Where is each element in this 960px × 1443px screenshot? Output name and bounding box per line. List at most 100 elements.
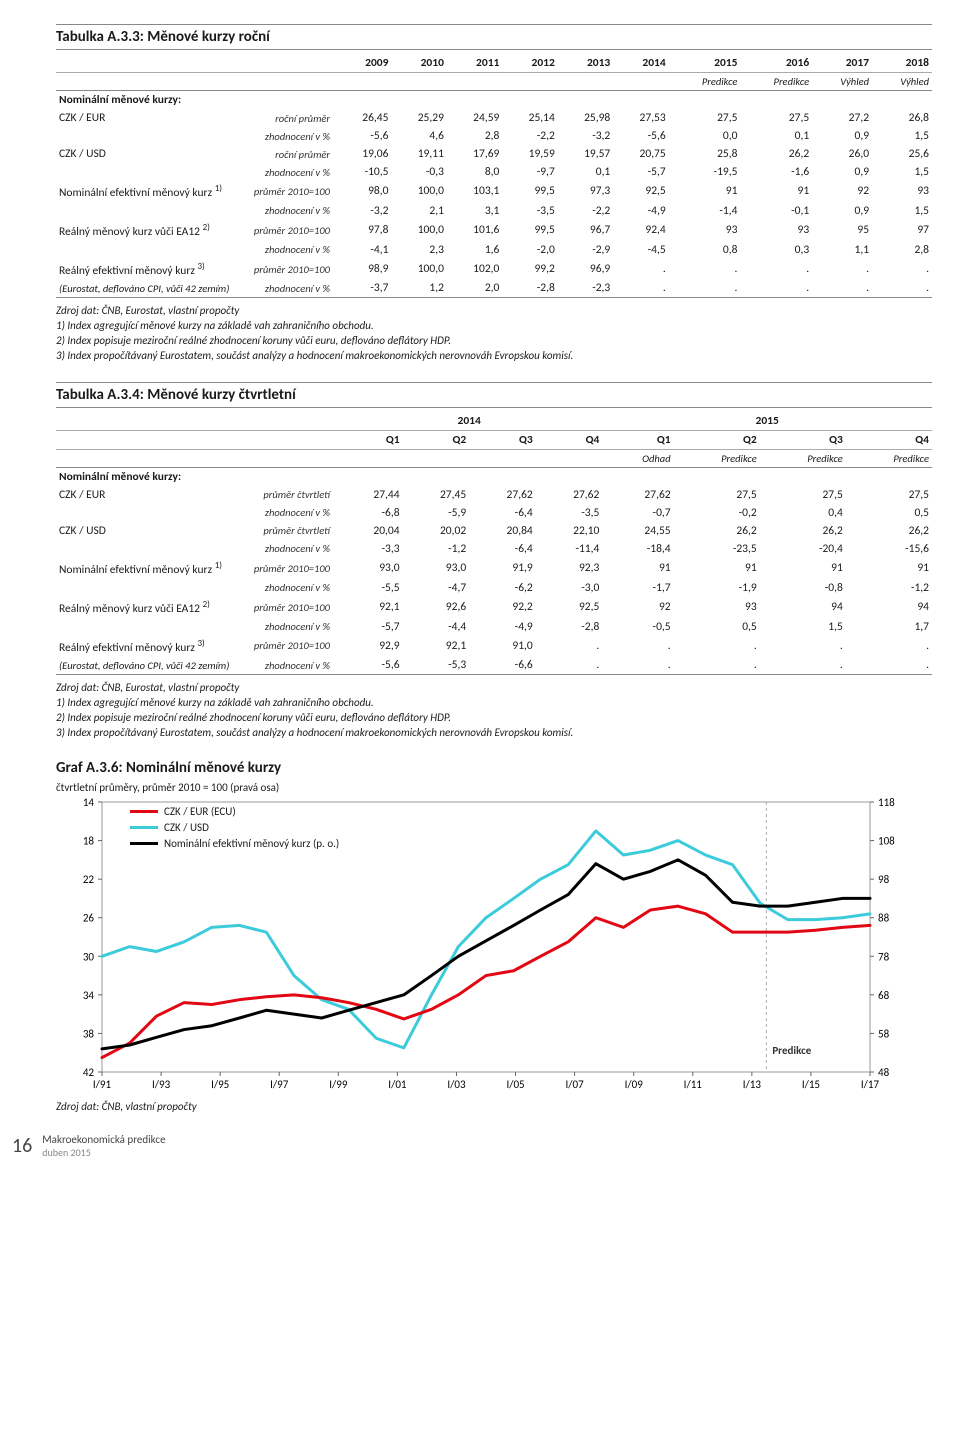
- data-cell: 1,1: [812, 241, 872, 259]
- data-cell: 1,6: [447, 241, 502, 259]
- data-cell: 0,5: [674, 618, 760, 636]
- col-subhead: Predikce: [846, 449, 932, 467]
- data-cell: 98,9: [336, 259, 391, 280]
- col-year: 2013: [558, 54, 613, 73]
- row-unit: zhodnocení v %: [246, 127, 336, 145]
- col-quarter: Q1: [602, 430, 673, 449]
- x-tick: I/95: [211, 1078, 229, 1091]
- data-cell: 27,62: [469, 486, 536, 504]
- row-unit: roční průměr: [246, 109, 336, 127]
- data-cell: -9,7: [502, 163, 557, 181]
- row-label: (Eurostat, deflováno CPI, vůči 42 zemím): [56, 656, 246, 675]
- data-cell: 0,1: [740, 127, 812, 145]
- data-cell: 1,5: [872, 202, 932, 220]
- data-cell: 25,29: [391, 109, 446, 127]
- data-cell: 24,59: [447, 109, 502, 127]
- data-cell: 0,3: [740, 241, 812, 259]
- data-cell: 93,0: [336, 558, 403, 579]
- data-cell: -5,6: [613, 127, 668, 145]
- data-cell: 93: [674, 597, 760, 618]
- page-footer: 16 Makroekonomická predikce duben 2015: [12, 1133, 932, 1159]
- data-cell: .: [846, 656, 932, 675]
- data-cell: .: [740, 259, 812, 280]
- data-cell: 91: [602, 558, 673, 579]
- data-cell: 27,45: [403, 486, 470, 504]
- col-year: 2010: [391, 54, 446, 73]
- data-cell: 100,0: [391, 259, 446, 280]
- data-cell: 27,5: [669, 109, 741, 127]
- data-cell: -4,4: [403, 618, 470, 636]
- row-unit: zhodnocení v %: [246, 279, 336, 298]
- row-unit: průměr 2010=100: [246, 181, 336, 202]
- data-cell: 98,0: [336, 181, 391, 202]
- data-cell: -2,9: [558, 241, 613, 259]
- data-cell: -2,2: [558, 202, 613, 220]
- chart-source: Zdroj dat: ČNB, vlastní propočty: [56, 1100, 932, 1115]
- data-cell: 0,9: [812, 202, 872, 220]
- row-unit: průměr 2010=100: [246, 636, 336, 657]
- data-cell: 92,1: [403, 636, 470, 657]
- data-cell: -1,6: [740, 163, 812, 181]
- data-cell: 20,75: [613, 145, 668, 163]
- data-cell: 1,7: [846, 618, 932, 636]
- data-cell: -2,2: [502, 127, 557, 145]
- table-a33: 2009201020112012201320142015201620172018…: [56, 54, 932, 298]
- data-cell: .: [536, 656, 603, 675]
- data-cell: -4,5: [613, 241, 668, 259]
- chart-legend: CZK / EUR (ECU)CZK / USDNominální efekti…: [130, 804, 339, 852]
- table-a34-title: Tabulka A.3.4: Měnové kurzy čtvrtletní: [56, 382, 932, 408]
- col-year: 2015: [669, 54, 741, 73]
- data-cell: .: [740, 279, 812, 298]
- data-cell: -0,7: [602, 504, 673, 522]
- row-label: [56, 127, 246, 145]
- data-cell: 99,2: [502, 259, 557, 280]
- x-tick: I/97: [270, 1078, 289, 1091]
- data-cell: 2,8: [872, 241, 932, 259]
- col-year: 2016: [740, 54, 812, 73]
- y-left-tick: 26: [83, 911, 95, 924]
- data-cell: -1,9: [674, 579, 760, 597]
- data-cell: -5,5: [336, 579, 403, 597]
- chart-subtitle: čtvrtletní průměry, průměr 2010 = 100 (p…: [56, 781, 932, 794]
- data-cell: 91,0: [469, 636, 536, 657]
- footnote: 3) Index propočítávaný Eurostatem, součá…: [56, 726, 932, 741]
- col-quarter: Q4: [846, 430, 932, 449]
- data-cell: 2,8: [447, 127, 502, 145]
- legend-item: CZK / USD: [130, 820, 339, 836]
- data-cell: 25,98: [558, 109, 613, 127]
- col-subhead: Predikce: [740, 73, 812, 91]
- data-cell: .: [536, 636, 603, 657]
- data-cell: 27,62: [602, 486, 673, 504]
- footnote: Zdroj dat: ČNB, Eurostat, vlastní propoč…: [56, 681, 932, 696]
- col-subhead: [536, 449, 603, 467]
- col-year: 2012: [502, 54, 557, 73]
- data-cell: -0,8: [760, 579, 846, 597]
- row-label: Nominální efektivní měnový kurz 1): [56, 558, 246, 579]
- data-cell: .: [812, 279, 872, 298]
- col-subhead: [336, 73, 391, 91]
- data-cell: 26,45: [336, 109, 391, 127]
- data-cell: -10,5: [336, 163, 391, 181]
- category-label: Nominální měnové kurzy:: [56, 467, 932, 486]
- data-cell: 0,8: [669, 241, 741, 259]
- footnote: 3) Index propočítávaný Eurostatem, součá…: [56, 349, 932, 364]
- data-cell: -6,4: [469, 504, 536, 522]
- data-cell: -4,1: [336, 241, 391, 259]
- data-cell: -5,7: [336, 618, 403, 636]
- data-cell: 20,02: [403, 522, 470, 540]
- page-number: 16: [12, 1134, 32, 1158]
- data-cell: 17,69: [447, 145, 502, 163]
- data-cell: -4,9: [469, 618, 536, 636]
- data-cell: 2,0: [447, 279, 502, 298]
- legend-item: Nominální efektivní měnový kurz (p. o.): [130, 836, 339, 852]
- data-cell: -6,2: [469, 579, 536, 597]
- data-cell: 96,7: [558, 220, 613, 241]
- data-cell: 27,5: [846, 486, 932, 504]
- data-cell: -19,5: [669, 163, 741, 181]
- row-unit: průměr 2010=100: [246, 220, 336, 241]
- chart-title: Graf A.3.6: Nominální měnové kurzy: [56, 759, 932, 777]
- data-cell: 93,0: [403, 558, 470, 579]
- data-cell: 0,0: [669, 127, 741, 145]
- data-cell: -0,2: [674, 504, 760, 522]
- col-quarter: Q2: [403, 430, 470, 449]
